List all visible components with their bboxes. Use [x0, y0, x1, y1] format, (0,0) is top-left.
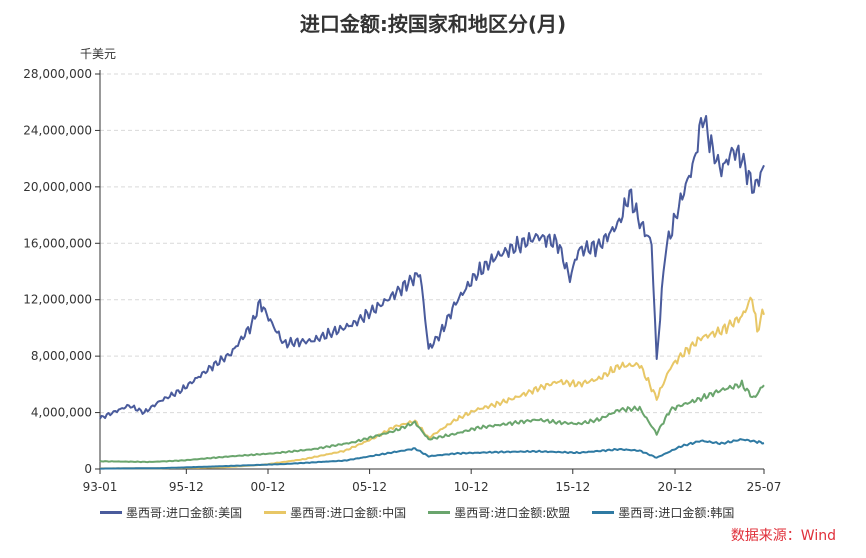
x-tick-label: 95-12: [169, 480, 204, 494]
y-axis-unit: 千美元: [80, 47, 116, 61]
x-tick-label: 15-12: [555, 480, 590, 494]
axes: 0 4,000,000 8,000,000 12,000,000 16,000,000 2…: [23, 67, 781, 494]
legend-item[interactable]: 墨西哥:进口金额:韩国: [592, 504, 734, 521]
legend-label: 墨西哥:进口金额:美国: [126, 506, 243, 520]
series-line-1: [100, 296, 765, 470]
legend-swatch: [592, 511, 615, 514]
legend-swatch: [100, 511, 122, 514]
y-tick-label: 20,000,000: [23, 180, 92, 194]
y-tick-label: 12,000,000: [23, 293, 92, 307]
legend-item[interactable]: 墨西哥:进口金额:欧盟: [428, 504, 570, 521]
series-line-0: [99, 115, 765, 420]
legend-swatch: [264, 511, 287, 514]
legend: 墨西哥:进口金额:美国 墨西哥:进口金额:中国 墨西哥:进口金额:欧盟 墨西哥:进口金…: [100, 504, 734, 521]
legend-label: 墨西哥:进口金额:中国: [290, 506, 407, 520]
x-tick-label: 00-12: [251, 480, 286, 494]
series-line-3: [100, 438, 765, 470]
x-tick-label: 05-12: [352, 480, 387, 494]
y-tick-label: 24,000,000: [23, 123, 92, 137]
x-tick-label: 20-12: [658, 480, 693, 494]
legend-label: 墨西哥:进口金额:欧盟: [454, 506, 571, 520]
grid-lines: [100, 73, 764, 414]
x-tick-label: 10-12: [454, 480, 489, 494]
legend-item[interactable]: 墨西哥:进口金额:中国: [264, 504, 406, 521]
y-tick-label: 0: [84, 462, 92, 476]
chart-title: 进口金额:按国家和地区分(月): [299, 12, 567, 36]
y-tick-label: 4,000,000: [31, 406, 92, 420]
x-tick-label: 93-01: [83, 480, 118, 494]
x-tick-label: 25-07: [747, 480, 782, 494]
series-line-2: [99, 379, 765, 464]
series-lines: [99, 115, 765, 470]
y-tick-label: 28,000,000: [23, 67, 92, 81]
legend-swatch: [428, 511, 451, 514]
legend-item[interactable]: 墨西哥:进口金额:美国: [100, 504, 242, 521]
y-tick-label: 8,000,000: [31, 349, 92, 363]
y-tick-label: 16,000,000: [23, 236, 92, 250]
legend-label: 墨西哥:进口金额:韩国: [618, 506, 735, 520]
source-note: 数据来源：Wind: [730, 528, 836, 544]
